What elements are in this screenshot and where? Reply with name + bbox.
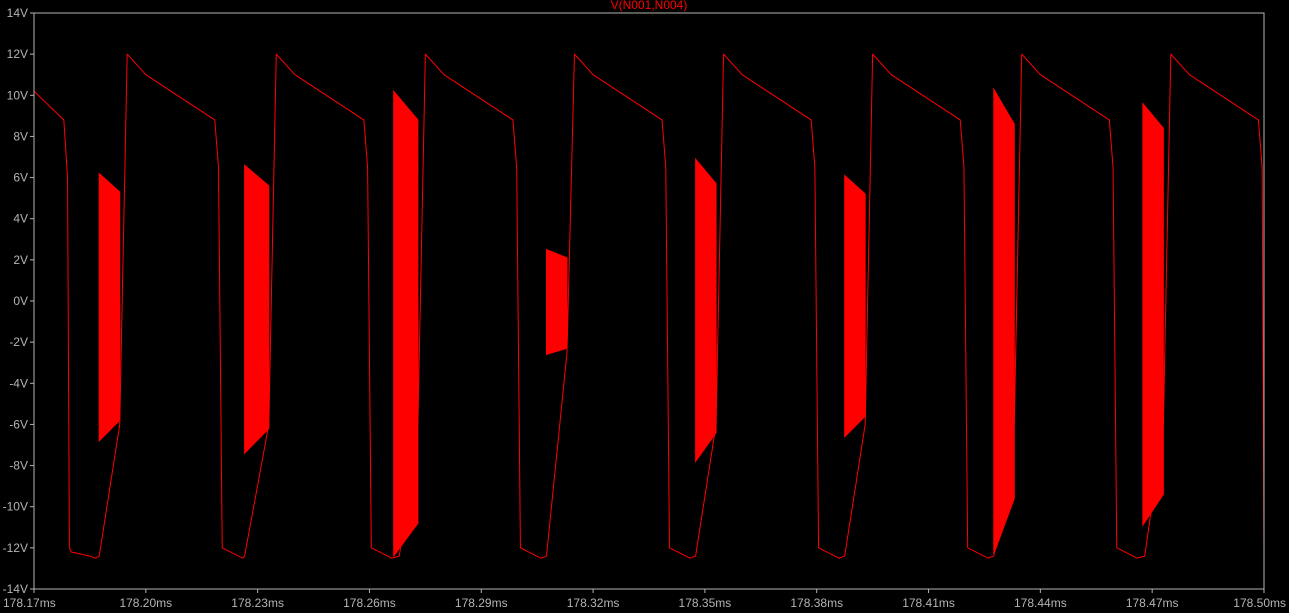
x-tick-label: 178.26ms [343,596,396,610]
y-tick-label: 8V [13,129,28,143]
plot-frame [33,12,1265,590]
x-tick-label: 178.29ms [455,596,508,610]
oscillation-band [98,172,121,443]
oscillation-band [844,174,866,438]
oscillation-band [695,157,717,464]
trace-layer [33,53,1265,559]
oscillation-band [393,89,419,558]
y-tick-label: -2V [9,335,28,349]
y-tick-label: -12V [3,541,28,555]
y-tick-label: 4V [13,212,28,226]
x-tick-label: 178.44ms [1014,596,1067,610]
x-tick-label: 178.38ms [790,596,843,610]
x-tick-label: 178.35ms [679,596,732,610]
oscillation-band [993,87,1015,555]
x-tick-label: 178.47ms [1126,596,1179,610]
x-tick-label: 178.41ms [902,596,955,610]
y-tick-label: -14V [3,582,28,596]
y-tick-label: 6V [13,171,28,185]
y-tick-label: 10V [7,88,28,102]
x-tick-label: 178.20ms [119,596,172,610]
y-tick-label: -10V [3,500,28,514]
y-tick-label: -6V [9,417,28,431]
trace-line [33,53,1265,559]
x-tick-label: 178.17ms [3,596,56,610]
y-tick-label: 2V [13,253,28,267]
trace-title[interactable]: V(N001,N004) [611,0,688,12]
oscillation-band-layer [98,87,1164,558]
y-tick-label: 14V [7,6,28,20]
x-tick-label: 178.23ms [231,596,284,610]
y-tick-label: -8V [9,459,28,473]
oscillation-band [546,248,568,356]
x-tick-label: 178.32ms [567,596,620,610]
oscillation-band [244,164,270,455]
y-tick-label: 12V [7,47,28,61]
x-tick-label: 178.50ms [1233,596,1286,610]
y-tick-label: 0V [13,294,28,308]
oscillation-band [1142,102,1164,527]
y-tick-label: -4V [9,376,28,390]
tick-layer: 14V 12V 10V 8V 6V 4V 2V 0V -2V -4V -6V -8V -10V -12V -… [3,6,1286,610]
